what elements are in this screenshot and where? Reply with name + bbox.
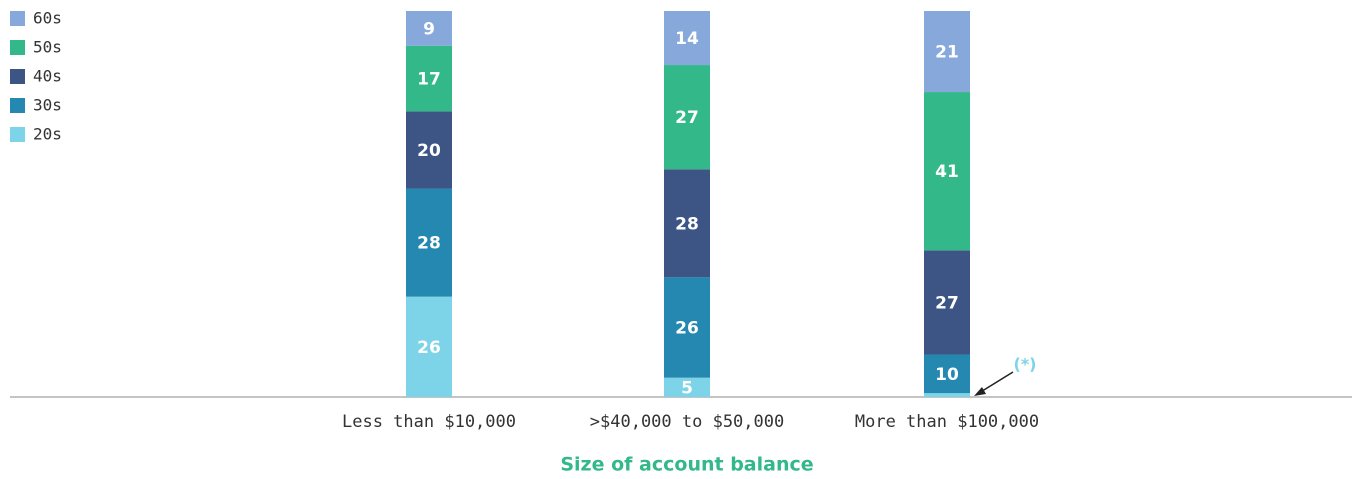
- data-label: 27: [675, 108, 699, 128]
- bar-segment: [406, 296, 452, 397]
- data-label: 20: [417, 141, 441, 161]
- data-label: 9: [423, 19, 435, 39]
- x-tick-label: >$40,000 to $50,000: [590, 412, 784, 432]
- bar-segment: [664, 169, 710, 278]
- bar-segment: [664, 65, 710, 170]
- bar-segment: [406, 11, 452, 46]
- bar-segment: [924, 393, 970, 397]
- annotation: (*): [1014, 355, 1037, 374]
- bar-segment: [924, 11, 970, 93]
- legend-label: 20s: [33, 125, 62, 144]
- bar-segment: [406, 188, 452, 297]
- bar-segment: [664, 377, 710, 397]
- bar-segment: [406, 111, 452, 189]
- data-label: 28: [675, 214, 699, 234]
- data-label: 26: [417, 338, 441, 358]
- data-label: 26: [675, 319, 699, 339]
- data-label: 5: [681, 378, 693, 398]
- bar-segment: [924, 250, 970, 355]
- bar-segment: [664, 277, 710, 378]
- bar-segment: [924, 92, 970, 251]
- bar-segment: [924, 354, 970, 394]
- x-tick-label: More than $100,000: [855, 412, 1039, 432]
- data-label: 27: [935, 293, 959, 313]
- data-label: 28: [417, 234, 441, 254]
- data-label: 10: [935, 365, 959, 385]
- legend-label: 30s: [33, 96, 62, 115]
- data-label: 14: [675, 29, 699, 49]
- bar-segment: [406, 45, 452, 112]
- data-label: 41: [935, 162, 959, 182]
- legend-label: 40s: [33, 67, 62, 86]
- legend-swatch: [10, 40, 25, 55]
- x-axis-label: Size of account balance: [560, 454, 813, 476]
- x-tick-label: Less than $10,000: [342, 412, 516, 432]
- legend-swatch: [10, 69, 25, 84]
- legend-swatch: [10, 127, 25, 142]
- legend-label: 60s: [33, 9, 62, 28]
- data-label: 17: [417, 70, 441, 90]
- data-label: 21: [935, 43, 959, 63]
- annotation-arrow-head: [974, 387, 986, 396]
- bar-segment: [664, 11, 710, 66]
- legend-swatch: [10, 98, 25, 113]
- legend-swatch: [10, 11, 25, 26]
- legend-label: 50s: [33, 38, 62, 57]
- annotation-arrow: [978, 371, 1014, 394]
